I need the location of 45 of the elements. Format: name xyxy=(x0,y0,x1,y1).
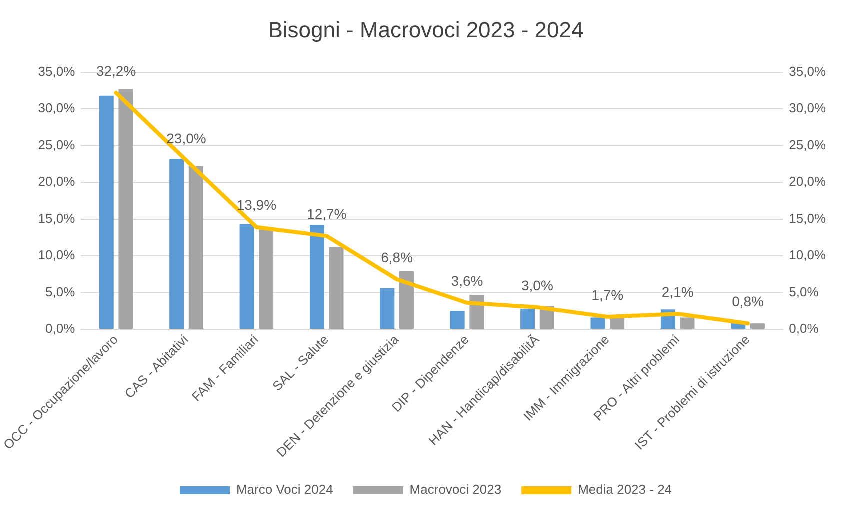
data-label: 3,6% xyxy=(451,272,484,289)
y2-tick-label: 30,0% xyxy=(789,100,826,116)
bar xyxy=(188,166,204,329)
bar xyxy=(118,89,134,329)
data-label: 2,1% xyxy=(662,284,694,300)
data-label: 0,8% xyxy=(732,293,764,310)
bar xyxy=(590,318,606,329)
y2-tick-label: 35,0% xyxy=(789,64,826,79)
data-label: 23,0% xyxy=(166,130,206,146)
bar xyxy=(259,230,274,329)
y2-tick-label: 20,0% xyxy=(789,174,826,190)
bar xyxy=(310,225,324,329)
legend-label: Marco Voci 2024 xyxy=(236,482,334,498)
data-label: 13,9% xyxy=(236,197,277,214)
legend-label: Macrovoci 2023 xyxy=(410,482,502,498)
bar xyxy=(170,159,184,329)
y-tick-label: 20,0% xyxy=(38,174,76,190)
bar xyxy=(240,224,254,329)
chart-title: Bisogni - Macrovoci 2023 - 2024 xyxy=(268,17,584,42)
legend-label: Media 2023 - 24 xyxy=(578,482,672,498)
y-tick-label: 15,0% xyxy=(38,210,76,226)
y-tick-label: 10,0% xyxy=(38,248,76,263)
bar xyxy=(450,311,465,329)
y-tick-label: 25,0% xyxy=(38,137,76,152)
y2-tick-label: 0,0% xyxy=(789,321,820,336)
data-label: 3,0% xyxy=(521,277,554,294)
y2-tick-label: 5,0% xyxy=(789,284,820,300)
y2-tick-label: 10,0% xyxy=(789,248,826,263)
data-label: 32,2% xyxy=(96,62,136,79)
bar xyxy=(520,308,536,329)
bar xyxy=(399,271,414,329)
y2-tick-label: 15,0% xyxy=(789,210,826,226)
data-label: 6,8% xyxy=(381,249,414,266)
data-label: 1,7% xyxy=(592,286,624,303)
y2-tick-label: 25,0% xyxy=(789,137,826,152)
bar xyxy=(329,247,344,329)
bar xyxy=(99,96,114,329)
bar xyxy=(680,318,695,329)
y-tick-label: 30,0% xyxy=(38,100,76,116)
bar xyxy=(750,324,765,329)
y-tick-label: 5,0% xyxy=(46,284,76,300)
data-label: 12,7% xyxy=(307,206,347,222)
y-tick-label: 0,0% xyxy=(46,321,76,336)
y-tick-label: 35,0% xyxy=(38,64,76,79)
bar xyxy=(380,288,395,329)
